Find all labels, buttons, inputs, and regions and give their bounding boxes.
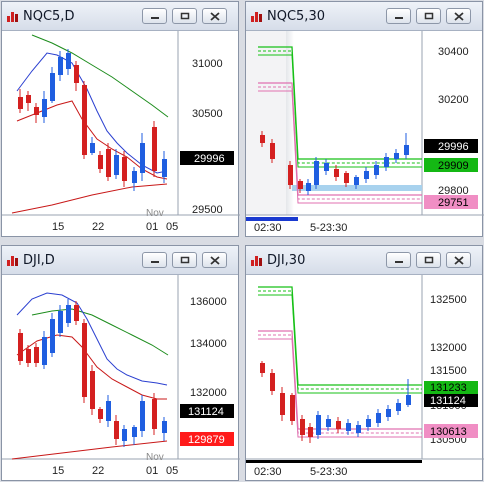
price-label: 30400 bbox=[438, 46, 469, 58]
window-titlebar[interactable]: NQC5,D bbox=[2, 2, 238, 31]
maximize-button[interactable] bbox=[416, 8, 441, 24]
window-title: DJI,D bbox=[23, 253, 55, 268]
minimize-icon bbox=[394, 17, 403, 19]
window-titlebar[interactable]: DJI,D bbox=[2, 246, 238, 275]
x-axis-label: 15 bbox=[52, 465, 64, 477]
x-axis-label: 15 bbox=[52, 221, 64, 233]
candles bbox=[18, 49, 167, 191]
x-axis-label: 05 bbox=[166, 465, 178, 477]
minimize-icon bbox=[394, 261, 403, 263]
close-icon bbox=[453, 255, 464, 265]
close-button[interactable] bbox=[202, 252, 227, 268]
price-label: 132500 bbox=[430, 294, 467, 306]
minimize-button[interactable] bbox=[142, 8, 167, 24]
chart-window-dji-30min: DJI,30 bbox=[245, 245, 484, 482]
price-label: 136000 bbox=[190, 296, 227, 308]
x-axis-label: 5-23:30 bbox=[310, 222, 347, 234]
maximize-button[interactable] bbox=[172, 8, 197, 24]
level-badge-green-text: 131233 bbox=[430, 382, 467, 394]
minimize-icon bbox=[150, 17, 159, 19]
last-price-badge bbox=[424, 139, 478, 153]
minimize-button[interactable] bbox=[386, 252, 411, 268]
x-axis-label: 01 bbox=[146, 221, 158, 233]
window-title: NQC5,D bbox=[23, 9, 75, 24]
price-label: 30500 bbox=[192, 108, 223, 120]
window-title: DJI,30 bbox=[267, 253, 306, 268]
price-label: 132000 bbox=[190, 387, 227, 399]
chart-plot[interactable]: 30400 30200 29800 29996 29909 29751 02:3… bbox=[246, 31, 484, 238]
last-price-badge bbox=[180, 151, 234, 165]
candles bbox=[18, 299, 167, 447]
x-axis-label: 01 bbox=[146, 465, 158, 477]
x-axis-label: 5-23:30 bbox=[310, 466, 347, 478]
chart-plot[interactable]: 132500 132000 131500 131000 130500 13123… bbox=[246, 275, 484, 482]
chart-icon bbox=[7, 256, 18, 266]
level-badge-pink bbox=[424, 195, 478, 209]
chart-window-dji-daily: DJI,D 136 bbox=[1, 245, 240, 482]
price-label: 31000 bbox=[192, 58, 223, 70]
sma-value-badge bbox=[180, 432, 234, 446]
x-axis-label: 02:30 bbox=[254, 222, 282, 234]
chart-icon bbox=[7, 12, 18, 22]
minimize-icon bbox=[150, 261, 159, 263]
maximize-icon bbox=[424, 256, 433, 264]
last-price-badge-text: 131124 bbox=[430, 395, 466, 407]
close-icon bbox=[453, 11, 464, 21]
close-icon bbox=[209, 11, 220, 21]
month-label: Nov bbox=[146, 208, 164, 219]
minimize-button[interactable] bbox=[142, 252, 167, 268]
minimize-button[interactable] bbox=[386, 8, 411, 24]
price-label: 132000 bbox=[430, 342, 467, 354]
price-label: 29500 bbox=[192, 204, 223, 216]
maximize-button[interactable] bbox=[172, 252, 197, 268]
window-titlebar[interactable]: NQC5,30 bbox=[246, 2, 482, 31]
x-axis-label: 22 bbox=[92, 221, 104, 233]
window-titlebar[interactable]: DJI,30 bbox=[246, 246, 482, 275]
level-badge-pink-text: 29751 bbox=[438, 197, 469, 209]
level-badge-green bbox=[424, 158, 478, 172]
price-label: 134000 bbox=[190, 338, 227, 350]
last-price-badge bbox=[180, 404, 234, 418]
last-price-badge bbox=[424, 394, 478, 407]
sma-value-badge-text: 129879 bbox=[188, 434, 225, 446]
x-axis-label: 02:30 bbox=[254, 466, 282, 478]
chart-window-nqc5-daily: NQC5,D bbox=[1, 1, 240, 238]
close-button[interactable] bbox=[446, 252, 471, 268]
price-label: 30200 bbox=[438, 94, 469, 106]
x-axis-label: 05 bbox=[166, 221, 178, 233]
price-label: 29800 bbox=[438, 185, 469, 197]
level-badge-green bbox=[424, 381, 478, 394]
close-button[interactable] bbox=[202, 8, 227, 24]
chart-plot[interactable]: 136000 134000 132000 131124 129879 Nov 1… bbox=[2, 275, 240, 482]
level-badge-pink-text: 130613 bbox=[430, 426, 467, 438]
close-icon bbox=[209, 255, 220, 265]
chart-icon bbox=[251, 256, 262, 266]
last-price-badge-text: 131124 bbox=[188, 406, 224, 418]
chart-window-nqc5-30min: NQC5,30 bbox=[245, 1, 484, 238]
maximize-icon bbox=[424, 12, 433, 20]
candles bbox=[260, 131, 409, 195]
level-badge-green-text: 29909 bbox=[438, 160, 469, 172]
close-button[interactable] bbox=[446, 8, 471, 24]
price-label: 131500 bbox=[430, 365, 467, 377]
candles bbox=[260, 361, 411, 443]
level-badge-pink bbox=[424, 424, 478, 438]
maximize-icon bbox=[180, 12, 189, 20]
maximize-icon bbox=[180, 256, 189, 264]
window-title: NQC5,30 bbox=[267, 9, 325, 24]
last-price-badge-text: 29996 bbox=[438, 141, 469, 153]
maximize-button[interactable] bbox=[416, 252, 441, 268]
last-price-badge-text: 29996 bbox=[194, 153, 225, 165]
x-axis-label: 22 bbox=[92, 465, 104, 477]
chart-plot[interactable]: 31000 30500 29500 29996 Nov 15 22 01 05 bbox=[2, 31, 240, 238]
chart-icon bbox=[251, 12, 262, 22]
month-label: Nov bbox=[146, 452, 164, 463]
